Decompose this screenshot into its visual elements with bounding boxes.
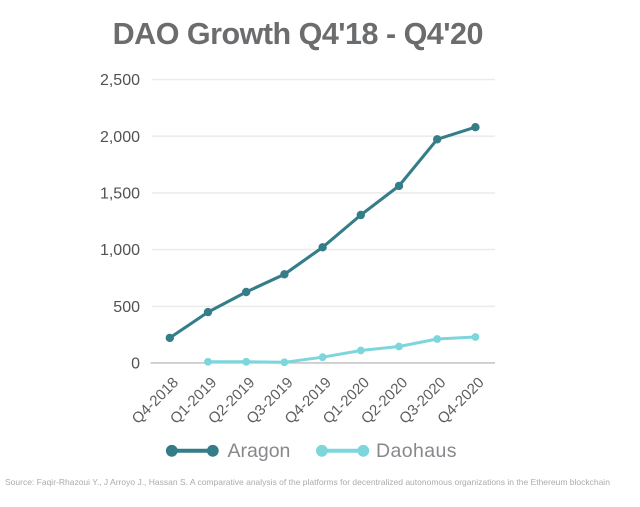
svg-text:1,000: 1,000 <box>100 242 140 259</box>
svg-text:Daohaus: Daohaus <box>376 440 457 462</box>
svg-text:2,000: 2,000 <box>100 129 140 146</box>
svg-text:DAO Growth Q4'18 - Q4'20: DAO Growth Q4'18 - Q4'20 <box>113 17 483 51</box>
svg-text:Aragon: Aragon <box>228 440 291 462</box>
svg-text:500: 500 <box>113 299 140 316</box>
svg-text:2,500: 2,500 <box>100 72 140 89</box>
svg-text:1,500: 1,500 <box>100 186 140 203</box>
svg-text:Source: Faqir-Rhazoui Y., J Ar: Source: Faqir-Rhazoui Y., J Arroyo J., H… <box>5 477 610 487</box>
svg-text:0: 0 <box>131 356 140 373</box>
